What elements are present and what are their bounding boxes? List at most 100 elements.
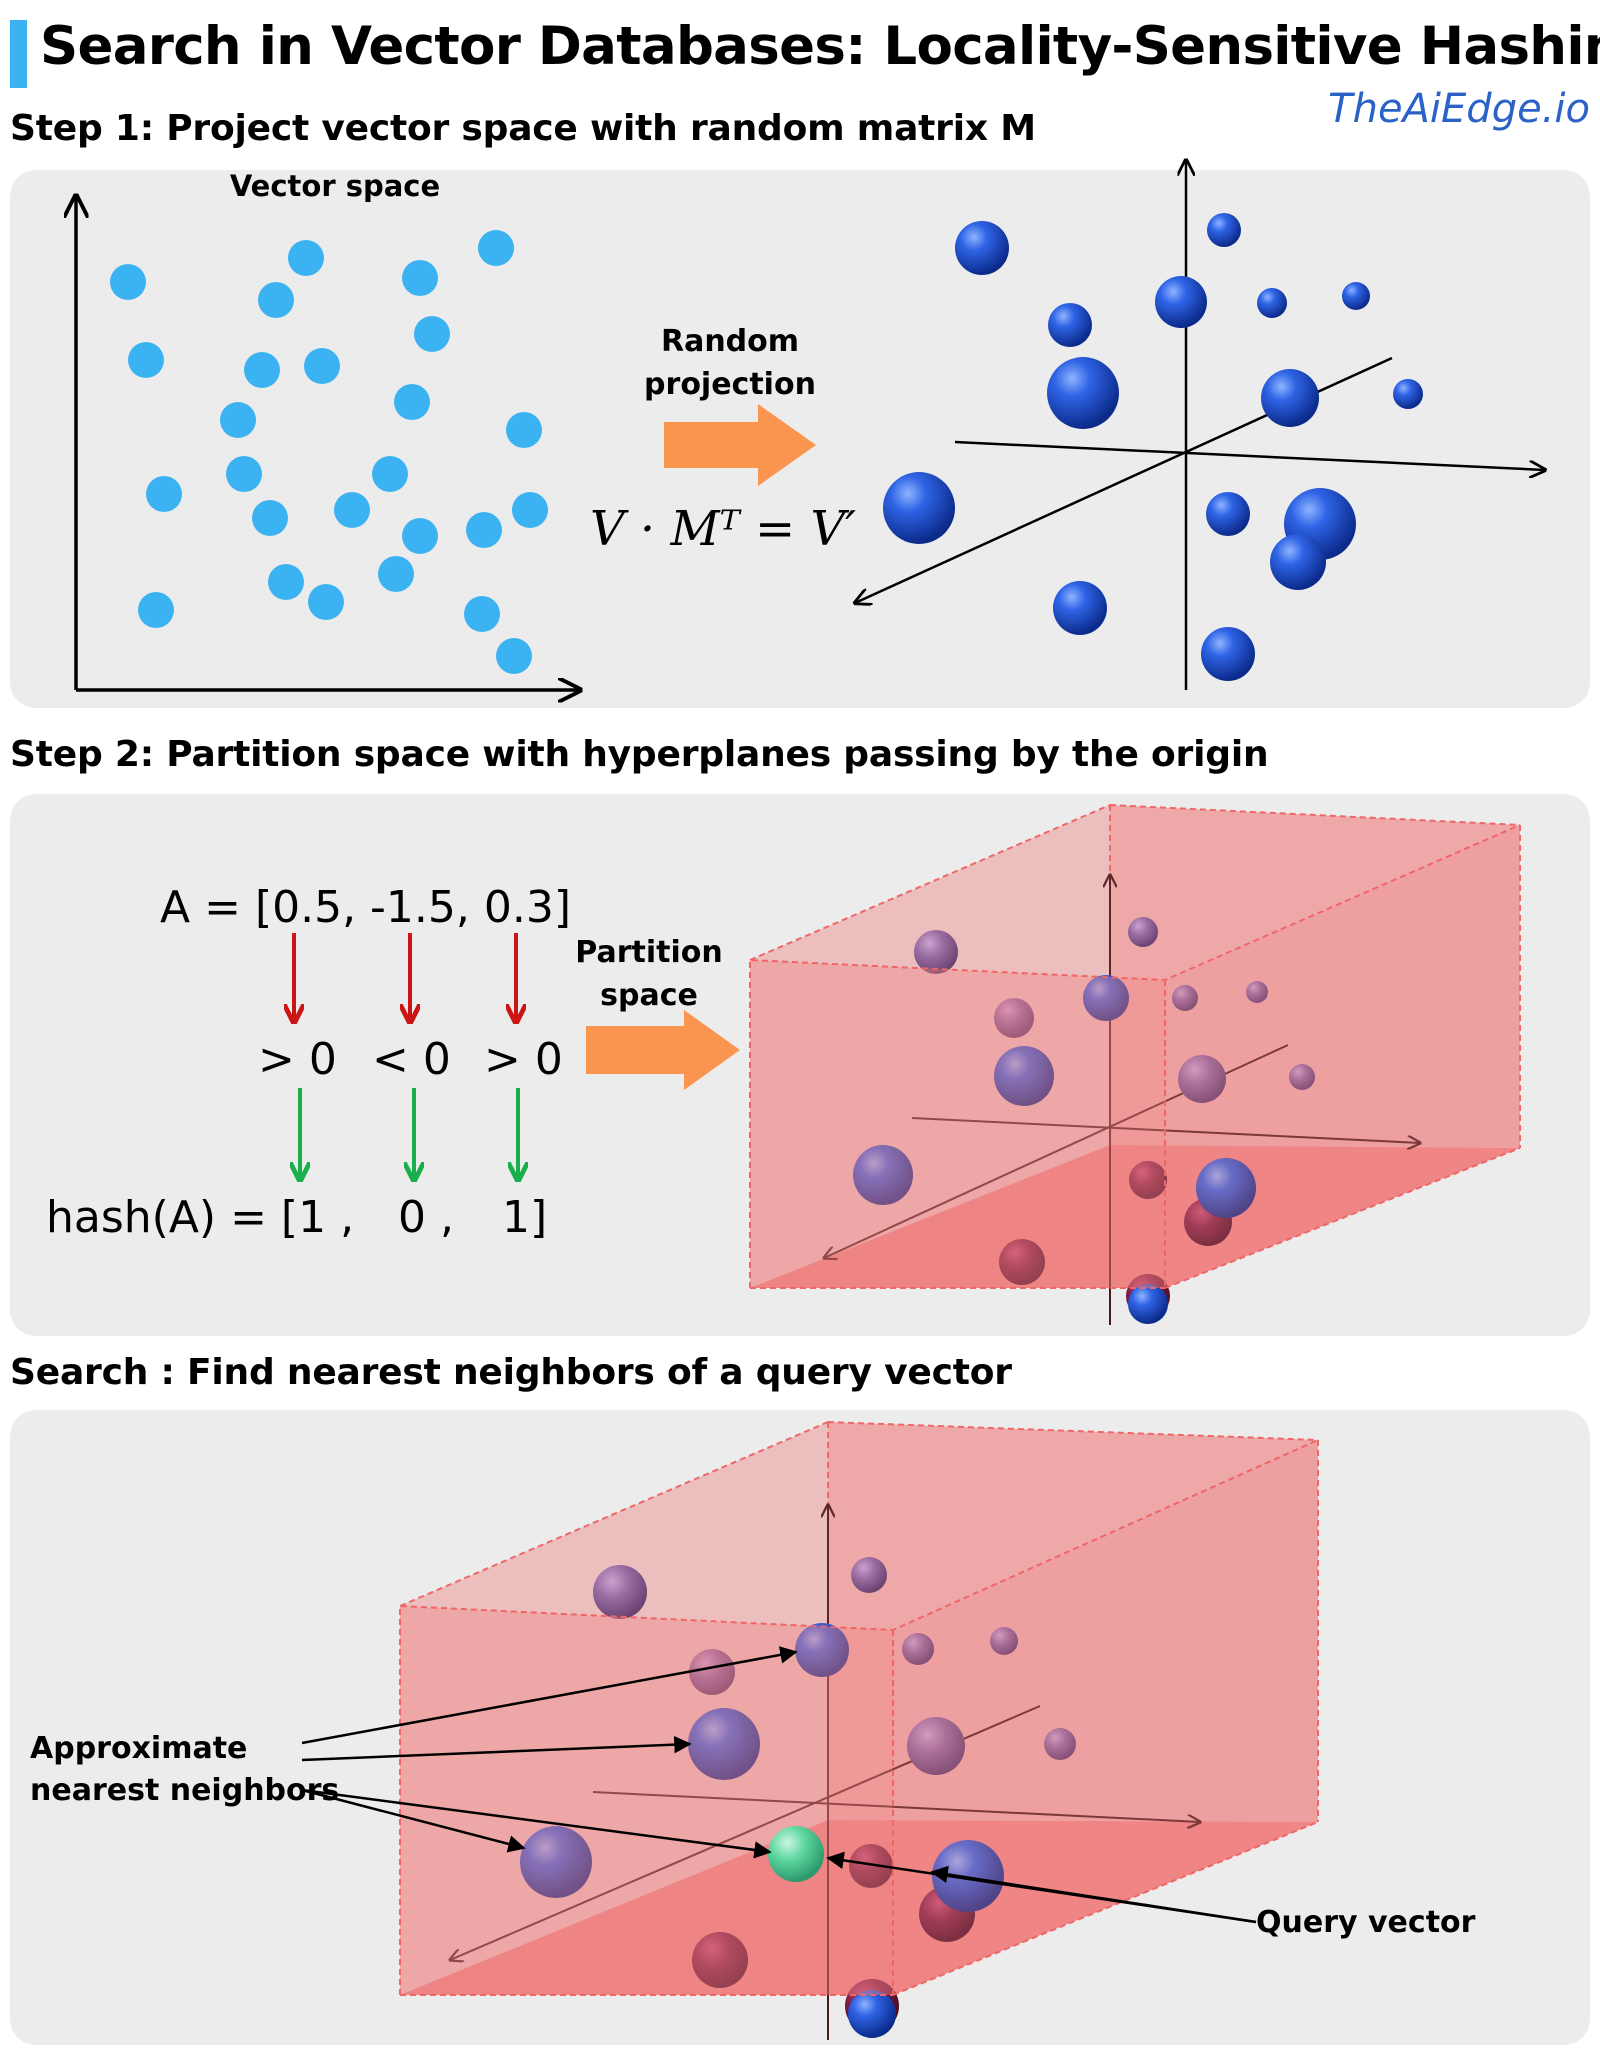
step2-panel	[10, 794, 1590, 1336]
search-sphere	[520, 1826, 592, 1898]
vector-point	[268, 564, 304, 600]
partition-sphere	[1172, 985, 1198, 1011]
search-sphere	[689, 1649, 735, 1695]
search-sphere	[851, 1557, 887, 1593]
query-vector-label: Query vector	[1256, 1905, 1476, 1940]
search-spheres	[520, 1557, 1076, 2038]
comparison-1: > 0	[258, 1034, 337, 1085]
vector-space-points	[110, 230, 548, 674]
vector-point	[414, 316, 450, 352]
hash-middle: 0 ,	[398, 1192, 454, 1243]
partition-box-front	[749, 805, 1521, 1289]
vector-point	[506, 412, 542, 448]
brand-label: TheAiEdge.io	[1328, 86, 1590, 132]
hash-last: 1]	[502, 1192, 547, 1243]
query-pointer-lines	[826, 1851, 1257, 1924]
projected-sphere	[1257, 288, 1287, 318]
search-box-front	[399, 1422, 1319, 1996]
search-sphere	[593, 1565, 647, 1619]
partition-sphere	[994, 1046, 1054, 1106]
neighbor-pointer-lines	[301, 1646, 798, 1859]
search-sphere	[848, 1990, 896, 2038]
vector-point	[304, 348, 340, 384]
vector-point	[110, 264, 146, 300]
vector-point	[402, 260, 438, 296]
search-sphere	[932, 1840, 1004, 1912]
page-title: Search in Vector Databases: Locality-Sen…	[40, 16, 1600, 77]
comparison-arrows	[294, 933, 518, 1180]
comparison-3: > 0	[484, 1034, 563, 1085]
projected-sphere	[1393, 379, 1423, 409]
search-sphere	[907, 1717, 965, 1775]
partition-sphere	[1129, 1161, 1167, 1199]
vector-point	[402, 518, 438, 554]
vector-point	[244, 352, 280, 388]
partition-sphere	[1083, 975, 1129, 1021]
vector-point	[334, 492, 370, 528]
search-sphere	[990, 1627, 1018, 1655]
query-vector-sphere	[768, 1826, 824, 1882]
vector-point	[378, 556, 414, 592]
hash-prefix: hash(A) = [1 ,	[46, 1192, 354, 1243]
search-sphere	[849, 1844, 893, 1888]
partition-sphere	[1289, 1064, 1315, 1090]
vector-point	[308, 584, 344, 620]
search-sphere	[795, 1623, 849, 1677]
vector-point	[146, 476, 182, 512]
neighbors-label-line2: nearest neighbors	[30, 1773, 339, 1808]
title-accent-bar	[10, 20, 27, 88]
projected-sphere	[1261, 369, 1319, 427]
vector-point	[394, 384, 430, 420]
partition-sphere	[1246, 981, 1268, 1003]
search-sphere	[692, 1932, 748, 1988]
partition-sphere	[1128, 1284, 1168, 1324]
projected-sphere	[1201, 627, 1255, 681]
vector-a-expression: A = [0.5, -1.5, 0.3]	[160, 882, 571, 933]
step1-2d-axes	[76, 196, 580, 690]
step3-heading: Search : Find nearest neighbors of a que…	[10, 1352, 1012, 1393]
neighbors-label-line1: Approximate	[30, 1731, 247, 1766]
partition-sphere	[999, 1239, 1045, 1285]
projected-sphere	[1053, 581, 1107, 635]
projected-sphere	[955, 221, 1009, 275]
vector-point	[512, 492, 548, 528]
vector-point	[128, 342, 164, 378]
vector-point	[496, 638, 532, 674]
vector-point	[288, 240, 324, 276]
partition-sphere	[914, 930, 958, 974]
step1-heading: Step 1: Project vector space with random…	[10, 108, 1036, 149]
projected-spheres	[883, 213, 1423, 681]
partition-sphere	[853, 1145, 913, 1205]
projected-sphere	[883, 472, 955, 544]
comparison-2: < 0	[372, 1034, 451, 1085]
vector-point	[464, 596, 500, 632]
random-projection-label-line1: Random	[661, 324, 799, 359]
vector-space-label: Vector space	[230, 169, 440, 203]
vector-point	[478, 230, 514, 266]
projection-formula: V · Mᵀ = V′	[590, 501, 856, 557]
search-sphere	[688, 1708, 760, 1780]
projected-sphere	[1155, 276, 1207, 328]
vector-point	[220, 402, 256, 438]
search-sphere	[1044, 1728, 1076, 1760]
projected-sphere	[1207, 213, 1241, 247]
vector-point	[466, 512, 502, 548]
projected-sphere	[1270, 534, 1326, 590]
partition-label-line2: space	[600, 978, 698, 1013]
projected-sphere	[1206, 492, 1250, 536]
projected-sphere	[1342, 282, 1370, 310]
partition-sphere	[1178, 1055, 1226, 1103]
projected-sphere	[1048, 303, 1092, 347]
vector-point	[252, 500, 288, 536]
search-sphere	[902, 1633, 934, 1665]
partition-sphere	[1128, 917, 1158, 947]
vector-point	[372, 456, 408, 492]
random-projection-arrow	[664, 404, 816, 486]
partition-sphere	[994, 998, 1034, 1038]
partition-sphere	[1196, 1158, 1256, 1218]
partition-label-line1: Partition	[575, 935, 722, 970]
partitioned-spheres	[853, 917, 1315, 1324]
step2-heading: Step 2: Partition space with hyperplanes…	[10, 734, 1269, 775]
random-projection-label-line2: projection	[644, 367, 816, 402]
